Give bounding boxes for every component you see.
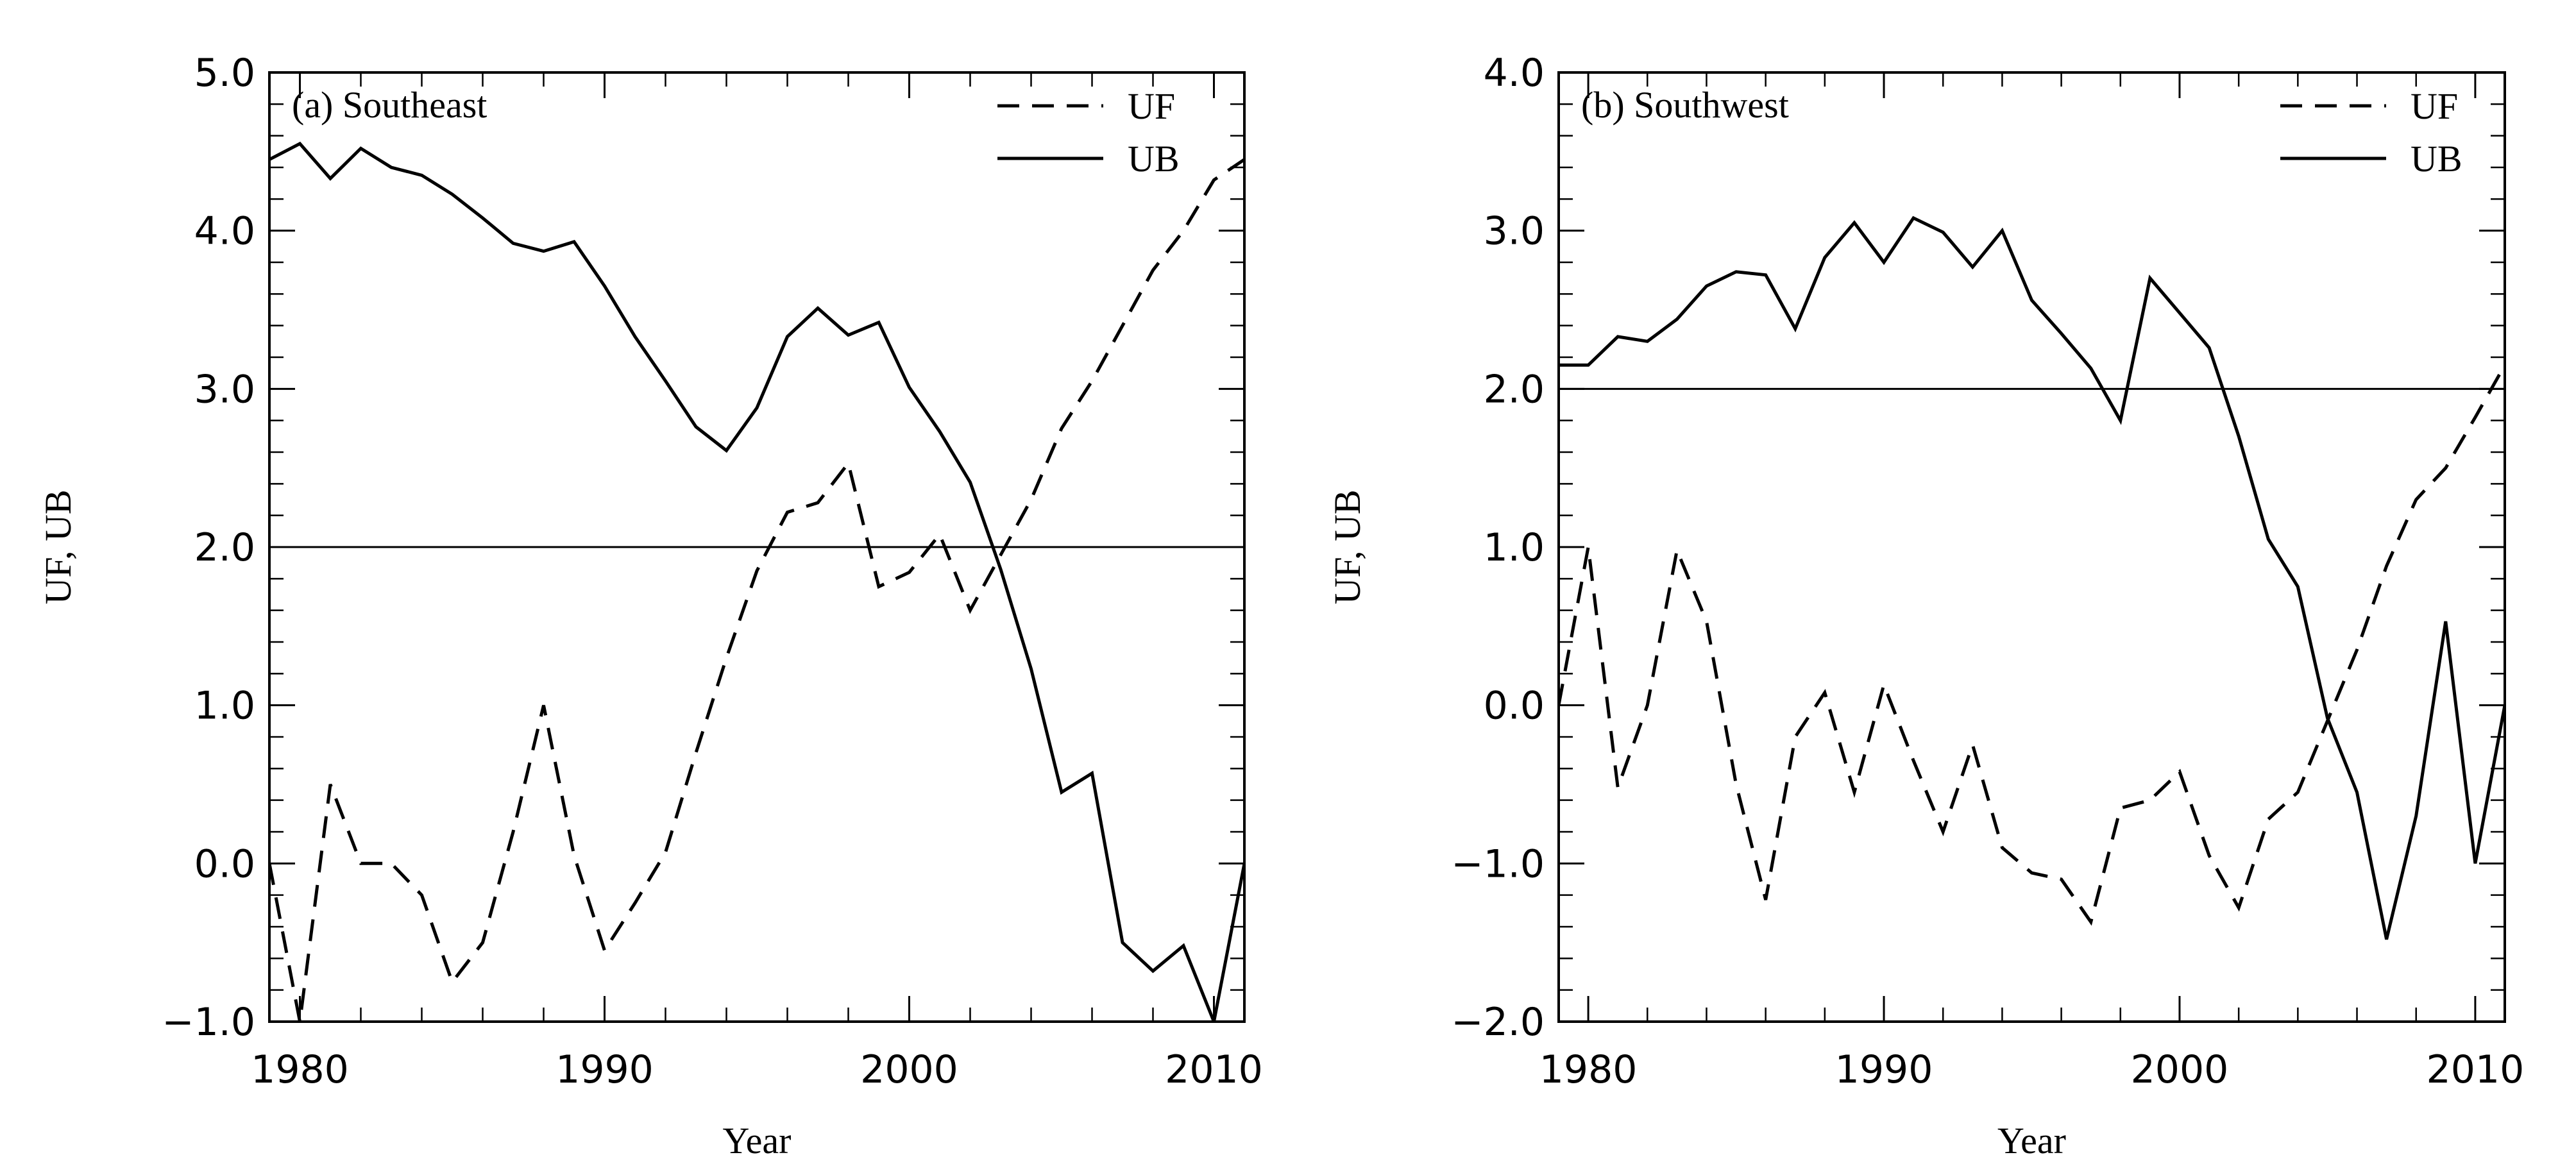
y-tick-label: 1.0 bbox=[194, 684, 255, 729]
panel-southwest: −2.0 −1.0 0.0 1.0 2.0 3.0 4.0 1980 1990 2000 2010 (… bbox=[1326, 51, 2524, 1161]
y-axis-title: UF, UB bbox=[37, 489, 79, 604]
series-line-ub bbox=[269, 141, 1244, 1022]
panel-southeast: −1.0 0.0 1.0 2.0 3.0 4.0 5.0 1980 1990 2000 2010 (a… bbox=[37, 51, 1263, 1161]
y-tick-label: 0.0 bbox=[1484, 684, 1545, 729]
x-tick-label: 1990 bbox=[1835, 1047, 1933, 1092]
plot-frame bbox=[1557, 71, 2506, 1023]
x-tick-label: 2000 bbox=[2131, 1047, 2229, 1092]
y-tick-label: 1.0 bbox=[1484, 525, 1545, 570]
x-tick-label: 2010 bbox=[1165, 1047, 1263, 1092]
y-axis-title: UF, UB bbox=[1326, 489, 1368, 604]
plot-frame bbox=[268, 71, 1246, 1023]
y-tick-label: 3.0 bbox=[1484, 209, 1545, 254]
y-tick-label: 2.0 bbox=[1484, 367, 1545, 412]
y-tick-label: 3.0 bbox=[194, 367, 255, 412]
y-tick-label: 0.0 bbox=[194, 841, 255, 886]
legend-label-uf: UF bbox=[1128, 85, 1175, 127]
legend-label-uf: UF bbox=[2411, 85, 2458, 127]
panel-title: (a) Southeast bbox=[292, 84, 487, 126]
legend-label-ub: UB bbox=[1128, 138, 1180, 180]
x-tick-label: 1990 bbox=[555, 1047, 654, 1092]
x-tick-label: 1980 bbox=[251, 1047, 349, 1092]
panel-title: (b) Southwest bbox=[1581, 84, 1789, 126]
y-tick-label: 4.0 bbox=[194, 209, 255, 254]
y-tick-label: 2.0 bbox=[194, 525, 255, 570]
x-axis-title: Year bbox=[723, 1120, 792, 1161]
series-line-uf bbox=[1559, 364, 2505, 926]
series-line-ub bbox=[1559, 215, 2505, 940]
x-axis-title: Year bbox=[1997, 1120, 2066, 1161]
x-tick-label: 2000 bbox=[860, 1047, 958, 1092]
y-tick-label: −1.0 bbox=[162, 1000, 255, 1045]
y-tick-label: −1.0 bbox=[1451, 841, 1545, 886]
y-tick-label: 5.0 bbox=[194, 51, 255, 96]
y-tick-label: 4.0 bbox=[1484, 51, 1545, 96]
y-tick-label: −2.0 bbox=[1451, 1000, 1545, 1045]
series-line-uf bbox=[269, 158, 1244, 1022]
x-tick-label: 2010 bbox=[2427, 1047, 2525, 1092]
x-tick-label: 1980 bbox=[1539, 1047, 1638, 1092]
legend-label-ub: UB bbox=[2411, 138, 2462, 180]
